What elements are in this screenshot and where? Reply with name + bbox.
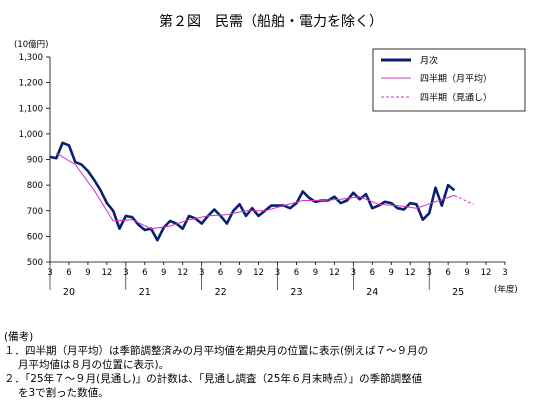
x-tick-label: 9 [237,268,242,278]
y-tick-label: 1,200 [19,79,43,89]
series-layer [49,141,474,242]
x-tick-label: 9 [85,268,90,278]
chart-title: 第２図 民需（船舶・電力を除く） [159,13,383,30]
legend-label-monthly: 月次 [420,55,438,67]
note-2-line-1: ２．「25年７～９月(見通し)」の計数は、「見通し調査（25年６月末時点）」の季… [4,373,423,385]
x-tick-label: 6 [142,268,147,278]
y-tick-label: 1,000 [19,130,43,140]
x-tick-label: 12 [481,268,492,278]
year-label: 23 [290,287,302,298]
year-label: 25 [452,287,464,298]
series-quarterly-line [56,152,455,230]
note-1-line-1: １．四半期（月平均）は季節調整済みの月平均値を期央月の位置に表示(例えば７～９月… [4,345,429,357]
x-tick-label: 12 [101,268,112,278]
x-tick-label: 6 [370,268,375,278]
x-tick-label: 9 [313,268,318,278]
year-label: 21 [139,287,151,298]
x-tick-label: 12 [253,268,264,278]
year-label: 20 [63,287,75,298]
y-tick-label: 600 [27,232,43,242]
note-2-line-2: を3で割った数値。 [18,387,109,399]
x-tick-label: 6 [66,268,71,278]
year-label: 24 [366,287,378,298]
legend-label-outlook: 四半期（見通し） [420,92,492,104]
notes: (備考) １．四半期（月平均）は季節調整済みの月平均値を期央月の位置に表示(例え… [4,330,540,400]
note-1-line-2: 月平均値は８月の位置に表示)。 [18,359,170,371]
y-axis-unit: (10億円) [14,39,48,50]
y-tick-label: 1,300 [19,53,43,63]
year-label: 22 [215,287,227,298]
x-tick-label: 9 [161,268,166,278]
x-axis-unit: (年度) [494,284,518,295]
legend-label-quarterly: 四半期（月平均） [420,73,492,85]
x-tick-label: 9 [389,268,394,278]
axes: 500 600 700 800 900 1,000 1,100 1,200 1,300 3 6 9 12… [19,53,508,298]
y-tick-label: 800 [27,181,43,191]
x-tick-label: 12 [329,268,340,278]
y-tick-label: 700 [27,207,43,217]
y-tick-label: 900 [27,156,43,166]
x-tick-label: 12 [405,268,416,278]
x-tick-label: 9 [464,268,469,278]
x-tick-label: 6 [294,268,299,278]
line-chart: 第２図 民需（船舶・電力を除く） (10億円) (年度) 500 600 700 80… [14,13,526,298]
x-tick-label: 12 [177,268,188,278]
x-tick-label: 3 [502,268,507,278]
x-tick-label: 6 [218,268,223,278]
x-tick-label: 6 [445,268,450,278]
y-tick-label: 1,100 [19,104,43,114]
y-tick-label: 500 [27,258,43,268]
notes-heading: (備考) [4,331,34,343]
legend: 月次 四半期（月平均） 四半期（見通し） [372,48,526,112]
series-outlook-line [454,194,474,205]
series-monthly-line [49,141,456,242]
